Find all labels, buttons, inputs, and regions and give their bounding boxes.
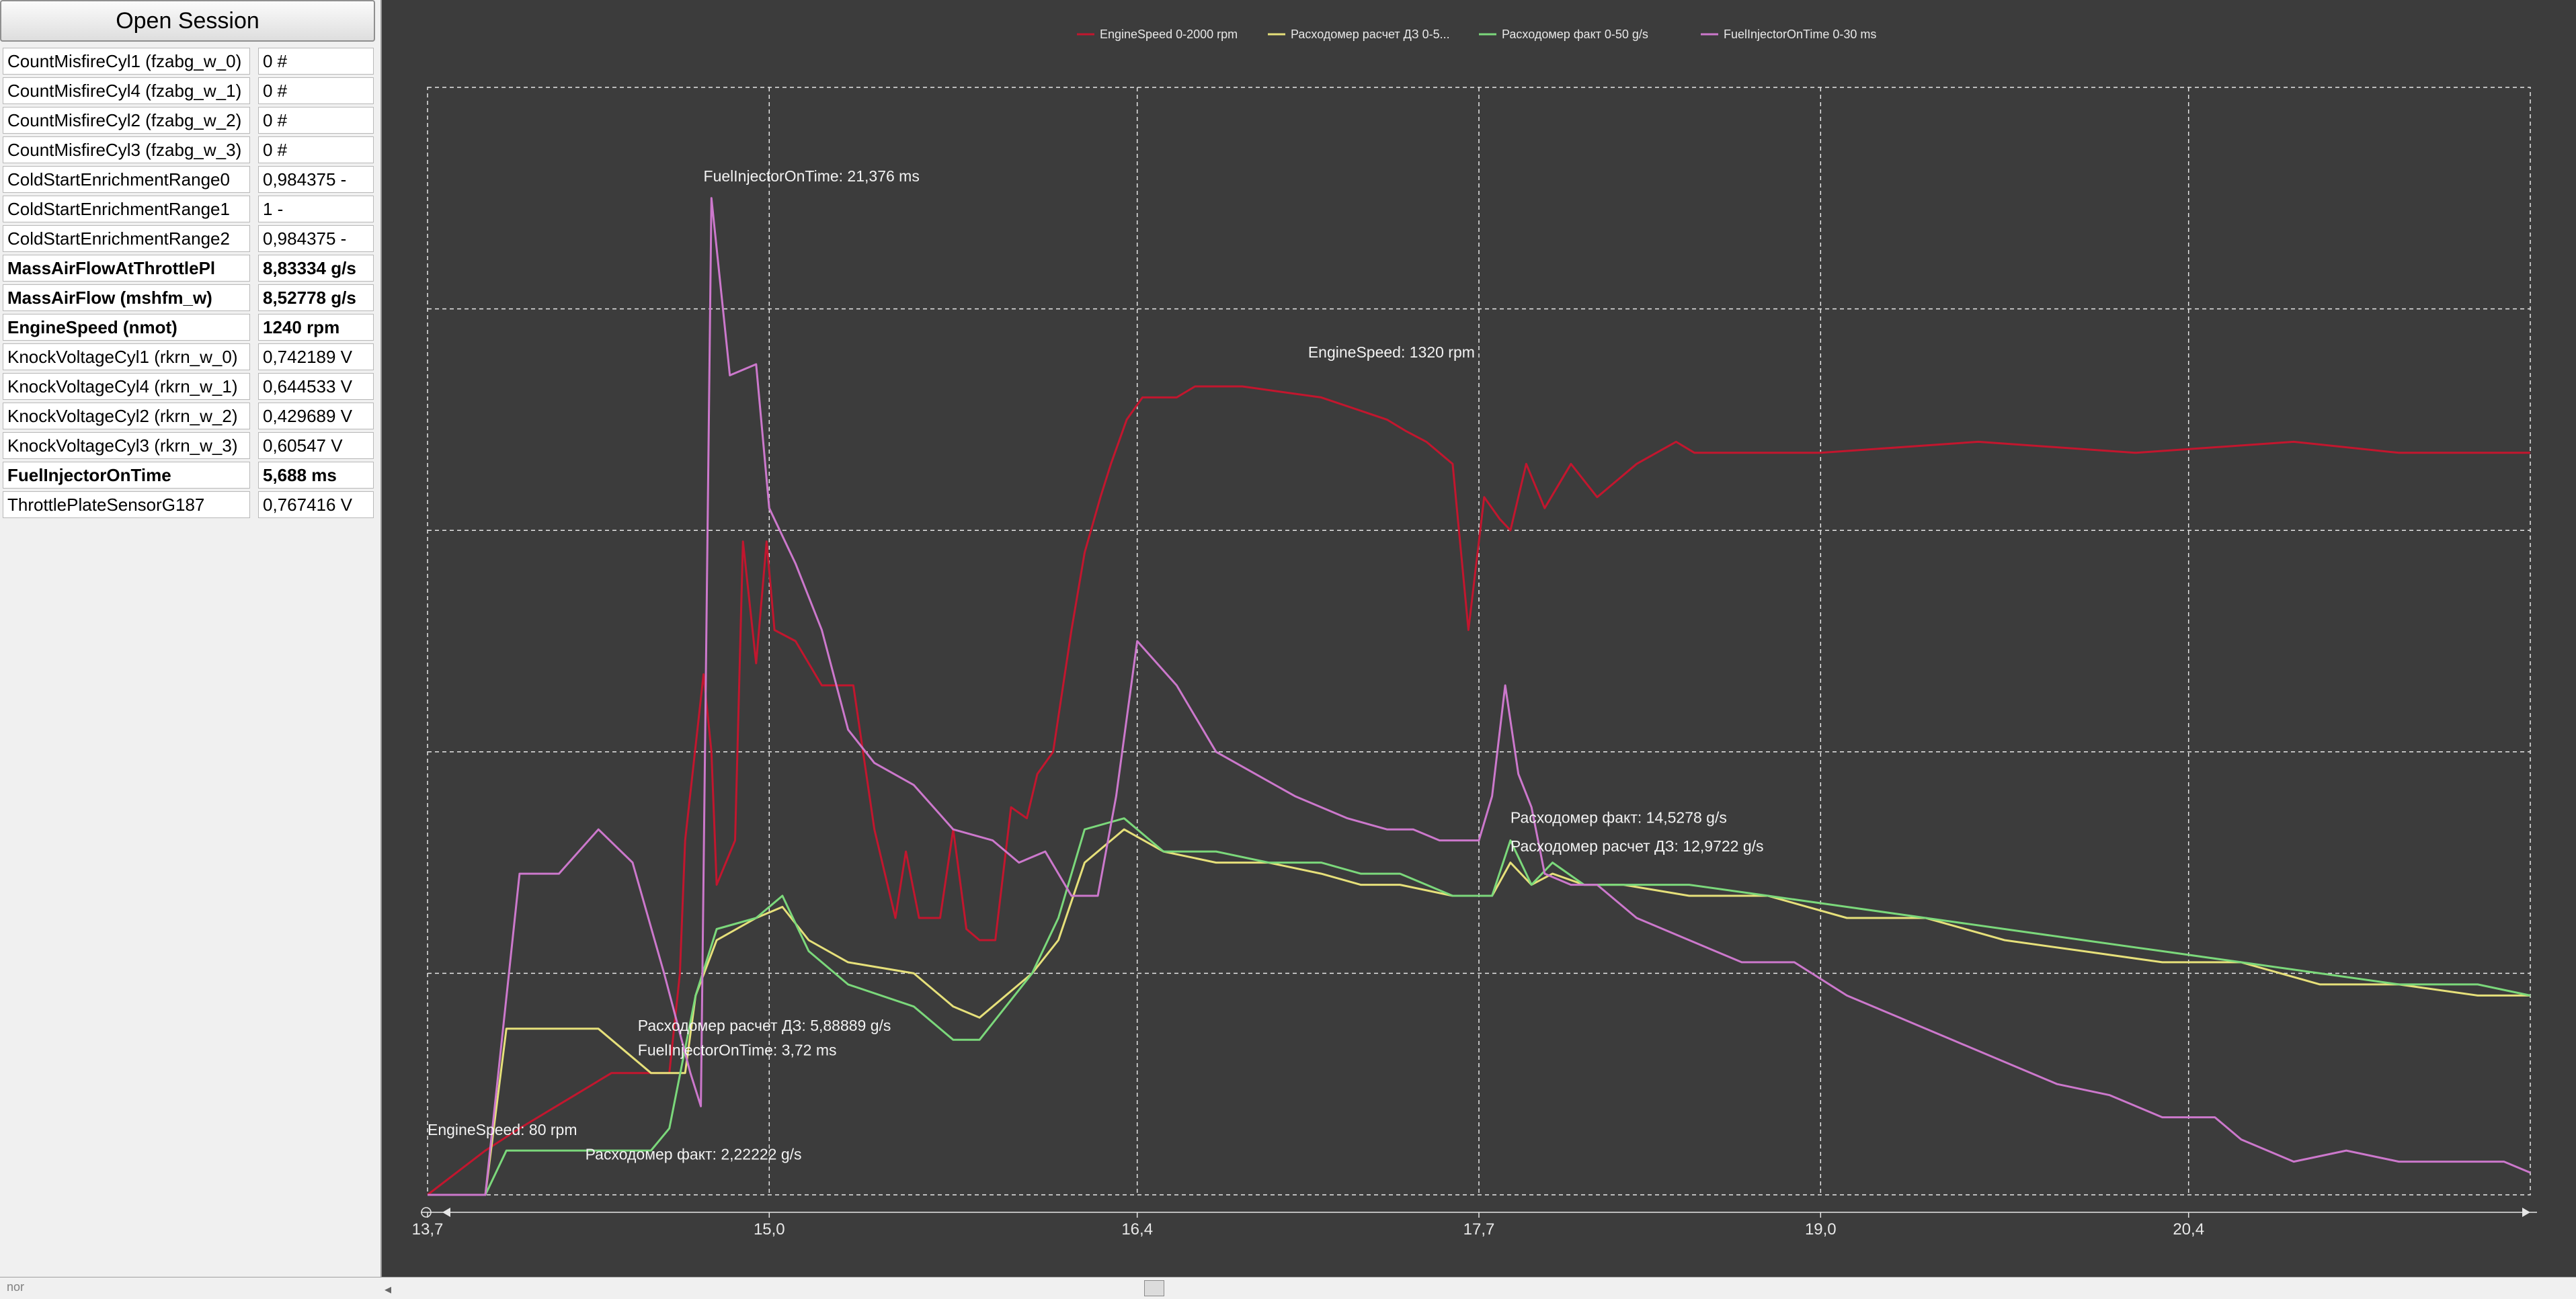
- status-text: nor: [7, 1280, 25, 1294]
- x-tick-label: 16,4: [1121, 1220, 1153, 1239]
- parameter-name: MassAirFlow (mshfm_w): [3, 284, 250, 311]
- parameter-value: 0 #: [258, 136, 374, 163]
- parameter-name: FuelInjectorOnTime: [3, 462, 250, 489]
- parameter-name: KnockVoltageCyl2 (rkrn_w_2): [3, 403, 250, 429]
- parameter-name: KnockVoltageCyl1 (rkrn_w_0): [3, 343, 250, 370]
- parameter-panel: Open Session CountMisfireCyl1 (fzabg_w_0…: [0, 0, 382, 1277]
- parameter-row[interactable]: KnockVoltageCyl4 (rkrn_w_1) 0,644533 V: [3, 372, 374, 402]
- chart-scroll-reset-icon: [421, 1207, 432, 1218]
- line-chart[interactable]: 13,7 15,0 16,4 17,7 19,0 20,4 EngineSpeed 0-20…: [382, 0, 2576, 1277]
- legend-label: Расходомер факт 0-50 g/s: [1502, 28, 1648, 41]
- series-line: [428, 828, 2530, 1196]
- x-tick-label: 17,7: [1463, 1220, 1495, 1239]
- parameter-value: 8,52778 g/s: [258, 284, 374, 311]
- scroll-left-arrow-icon[interactable]: ◂: [385, 1282, 392, 1297]
- parameter-name: CountMisfireCyl1 (fzabg_w_0): [3, 48, 250, 75]
- parameter-name: KnockVoltageCyl4 (rkrn_w_1): [3, 373, 250, 400]
- parameter-row[interactable]: CountMisfireCyl4 (fzabg_w_1) 0 #: [3, 77, 374, 106]
- x-tick-label: 13,7: [412, 1220, 444, 1239]
- parameter-name: CountMisfireCyl3 (fzabg_w_3): [3, 136, 250, 163]
- parameter-value: 1240 rpm: [258, 314, 374, 341]
- parameter-value: 0,984375 -: [258, 166, 374, 193]
- series-line: [427, 385, 2530, 1196]
- parameter-value: 1 -: [258, 196, 374, 222]
- parameter-value: 0,429689 V: [258, 403, 374, 429]
- legend-label: EngineSpeed 0-2000 rpm: [1100, 28, 1238, 41]
- parameter-value: 0 #: [258, 77, 374, 104]
- parameter-name: MassAirFlowAtThrottlePl: [3, 255, 250, 282]
- parameter-name: KnockVoltageCyl3 (rkrn_w_3): [3, 432, 250, 459]
- parameter-value: 0,742189 V: [258, 343, 374, 370]
- x-tick-label: 19,0: [1805, 1220, 1837, 1239]
- parameter-value: 5,688 ms: [258, 462, 374, 489]
- legend-label: Расходомер расчет ДЗ 0-5...: [1291, 28, 1450, 41]
- parameter-name: ColdStartEnrichmentRange0: [3, 166, 250, 193]
- x-tick-label: 15,0: [754, 1220, 785, 1239]
- parameter-row[interactable]: KnockVoltageCyl2 (rkrn_w_2) 0,429689 V: [3, 402, 374, 431]
- data-annotation: Расходомер факт: 2,22222 g/s: [586, 1145, 802, 1163]
- data-annotation: FuelInjectorOnTime: 21,376 ms: [704, 167, 920, 185]
- parameter-row[interactable]: CountMisfireCyl3 (fzabg_w_3) 0 #: [3, 136, 374, 165]
- parameter-row[interactable]: ColdStartEnrichmentRange2 0,984375 -: [3, 224, 374, 254]
- parameter-name: ThrottlePlateSensorG187: [3, 491, 250, 518]
- parameter-row[interactable]: CountMisfireCyl2 (fzabg_w_2) 0 #: [3, 106, 374, 136]
- chart-scroll-left-icon: [442, 1208, 450, 1217]
- parameter-name: CountMisfireCyl4 (fzabg_w_1): [3, 77, 250, 104]
- data-annotation: Расходомер расчет ДЗ: 12,9722 g/s: [1511, 837, 1764, 855]
- x-tick-label: 20,4: [2173, 1220, 2204, 1239]
- parameter-name: EngineSpeed (nmot): [3, 314, 250, 341]
- parameter-row[interactable]: KnockVoltageCyl3 (rkrn_w_3) 0,60547 V: [3, 431, 374, 461]
- legend-label: FuelInjectorOnTime 0-30 ms: [1724, 28, 1876, 41]
- parameter-row[interactable]: KnockVoltageCyl1 (rkrn_w_0) 0,742189 V: [3, 343, 374, 372]
- parameter-name: CountMisfireCyl2 (fzabg_w_2): [3, 107, 250, 134]
- parameter-row[interactable]: CountMisfireCyl1 (fzabg_w_0) 0 #: [3, 47, 374, 77]
- open-session-button[interactable]: Open Session: [0, 0, 375, 42]
- parameter-value: 0,644533 V: [258, 373, 374, 400]
- series-line: [428, 817, 2531, 1196]
- parameter-row[interactable]: MassAirFlow (mshfm_w) 8,52778 g/s: [3, 284, 374, 313]
- parameter-value: 0,984375 -: [258, 225, 374, 252]
- parameter-row[interactable]: ColdStartEnrichmentRange1 1 -: [3, 195, 374, 224]
- data-annotation: Расходомер расчет ДЗ: 5,88889 g/s: [638, 1017, 891, 1034]
- series-line: [428, 197, 2531, 1196]
- data-annotation: FuelInjectorOnTime: 3,72 ms: [638, 1041, 837, 1058]
- chart-scroll-right-icon: [2522, 1208, 2530, 1217]
- chart-panel[interactable]: 13,7 15,0 16,4 17,7 19,0 20,4 EngineSpeed 0-20…: [382, 0, 2576, 1277]
- parameter-row[interactable]: EngineSpeed (nmot) 1240 rpm: [3, 313, 374, 343]
- data-annotation: EngineSpeed: 1320 rpm: [1308, 343, 1475, 361]
- parameter-value: 0,60547 V: [258, 432, 374, 459]
- parameter-value: 0,767416 V: [258, 491, 374, 518]
- parameter-value: 0 #: [258, 48, 374, 75]
- data-annotation: EngineSpeed: 80 rpm: [428, 1121, 577, 1138]
- parameter-row[interactable]: MassAirFlowAtThrottlePl 8,83334 g/s: [3, 254, 374, 284]
- parameter-table: CountMisfireCyl1 (fzabg_w_0) 0 # CountMisf…: [3, 47, 374, 520]
- data-annotation: Расходомер факт: 14,5278 g/s: [1511, 808, 1727, 826]
- parameter-value: 8,83334 g/s: [258, 255, 374, 282]
- parameter-name: ColdStartEnrichmentRange1: [3, 196, 250, 222]
- parameter-name: ColdStartEnrichmentRange2: [3, 225, 250, 252]
- parameter-row[interactable]: ThrottlePlateSensorG187 0,767416 V: [3, 491, 374, 520]
- parameter-row[interactable]: FuelInjectorOnTime 5,688 ms: [3, 461, 374, 491]
- status-bar: nor ◂: [0, 1277, 2576, 1299]
- parameter-value: 0 #: [258, 107, 374, 134]
- parameter-row[interactable]: ColdStartEnrichmentRange0 0,984375 -: [3, 165, 374, 195]
- horizontal-scrollbar-thumb[interactable]: [1144, 1280, 1164, 1296]
